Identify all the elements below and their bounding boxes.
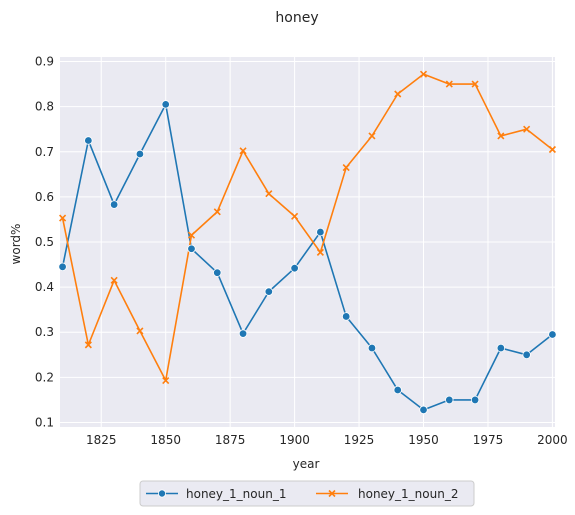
y-tick-label: 0.7 — [35, 145, 54, 159]
y-axis-ticks: 0.1 0.2 0.3 0.4 0.5 0.6 0.7 0.8 0.9 — [35, 55, 54, 430]
data-point-series-1 — [522, 350, 531, 360]
data-point-series-2 — [342, 163, 350, 172]
data-point-series-2 — [187, 231, 196, 239]
legend: honey_1_noun_1 honey_1_noun_2 — [139, 480, 475, 507]
data-point-series-1 — [393, 385, 402, 395]
data-point-series-1 — [238, 329, 248, 338]
legend-label-2: honey_1_noun_2 — [358, 487, 458, 501]
series-markers — [58, 70, 557, 415]
data-point-series-2 — [239, 147, 247, 155]
data-point-series-1 — [341, 312, 351, 321]
data-point-series-1 — [213, 268, 222, 277]
x-tick-label: 1850 — [150, 433, 181, 447]
series-line-2 — [61, 73, 553, 382]
data-point-series-2 — [523, 125, 531, 133]
x-axis-ticks: 1825 1850 1875 1900 1925 1950 1975 2000 — [86, 433, 568, 447]
data-point-series-1 — [109, 200, 119, 209]
y-tick-label: 0.9 — [35, 55, 54, 69]
data-point-series-1 — [161, 100, 170, 109]
x-tick-label: 1925 — [344, 433, 375, 447]
data-point-series-1 — [470, 395, 480, 405]
x-axis-label: year — [293, 457, 320, 471]
data-point-series-1 — [316, 227, 325, 237]
x-tick-label: 1825 — [86, 433, 117, 447]
data-point-series-1 — [548, 330, 557, 339]
data-point-series-1 — [58, 262, 67, 272]
data-point-series-2 — [368, 132, 376, 140]
legend-box — [139, 480, 475, 507]
data-point-series-1 — [187, 244, 196, 253]
data-point-series-2 — [110, 276, 118, 284]
x-tick-label: 1875 — [215, 433, 246, 447]
data-point-series-1 — [84, 136, 93, 145]
data-point-series-1 — [135, 149, 145, 159]
data-point-series-2 — [291, 212, 299, 220]
data-point-series-1 — [290, 263, 299, 273]
data-point-series-1 — [264, 287, 274, 296]
chart-title: honey — [275, 10, 318, 26]
x-tick-label: 1950 — [408, 433, 439, 447]
x-tick-label: 1975 — [473, 433, 504, 447]
data-point-series-2 — [213, 208, 221, 216]
series-line-1 — [61, 103, 553, 411]
data-point-series-1 — [419, 405, 428, 415]
gridlines — [60, 57, 555, 427]
y-tick-label: 0.8 — [35, 100, 54, 114]
y-tick-label: 0.6 — [35, 190, 54, 204]
x-tick-label: 1900 — [279, 433, 310, 447]
y-tick-label: 0.2 — [35, 370, 54, 384]
y-axis-label: word% — [9, 224, 23, 265]
data-point-series-1 — [496, 343, 506, 353]
y-tick-label: 0.1 — [35, 415, 54, 429]
legend-swatch-marker-1 — [157, 489, 166, 498]
data-point-series-2 — [497, 132, 505, 140]
data-point-series-2 — [419, 70, 428, 78]
y-tick-label: 0.3 — [35, 325, 54, 339]
data-point-series-2 — [59, 214, 67, 222]
legend-label-1: honey_1_noun_1 — [186, 487, 286, 501]
data-point-series-1 — [367, 343, 377, 353]
data-point-series-2 — [136, 327, 144, 335]
y-tick-label: 0.5 — [35, 235, 54, 249]
data-point-series-2 — [471, 80, 479, 88]
legend-swatch-marker-2 — [328, 489, 336, 498]
data-point-series-2 — [265, 190, 273, 198]
y-tick-label: 0.4 — [35, 280, 54, 294]
data-point-series-2 — [394, 90, 402, 98]
data-point-series-2 — [162, 376, 170, 385]
x-tick-label: 2000 — [537, 433, 568, 447]
data-point-series-2 — [445, 80, 453, 88]
data-point-series-1 — [445, 395, 454, 405]
data-point-series-2 — [548, 145, 556, 154]
data-point-series-2 — [84, 341, 92, 349]
data-point-series-2 — [316, 248, 324, 256]
series-lines — [61, 73, 553, 411]
